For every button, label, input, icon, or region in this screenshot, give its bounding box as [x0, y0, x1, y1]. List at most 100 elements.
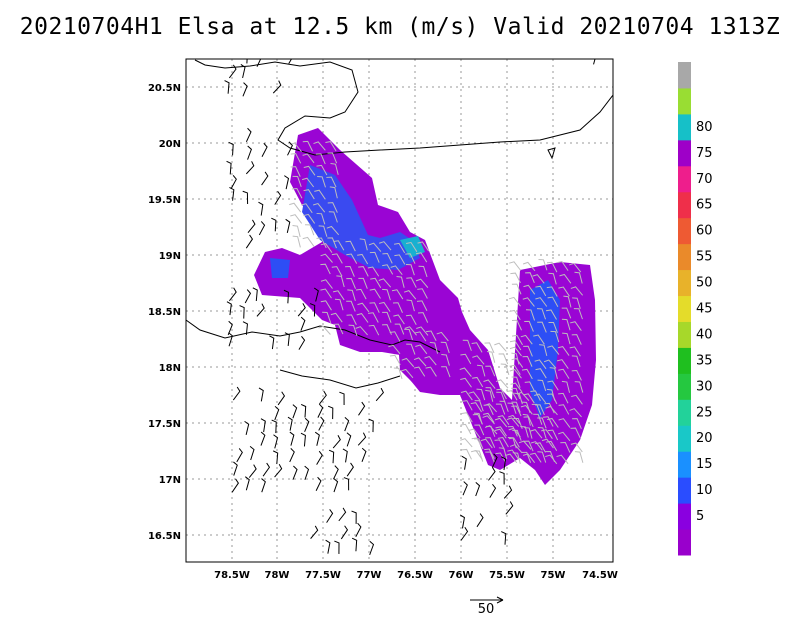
wind-barb [507, 402, 517, 414]
wind-barb [483, 404, 494, 416]
wind-barb [394, 254, 406, 265]
wind-barb [461, 448, 472, 460]
wind-barb [346, 314, 357, 325]
wind-barb [474, 424, 485, 436]
lon-tick-label: 76W [449, 570, 474, 581]
lat-tick-label: 19.5N [148, 195, 181, 206]
wind-barb [485, 387, 495, 399]
wind-barb [483, 412, 495, 423]
wind-barb [258, 387, 264, 402]
colorbar-swatch [678, 477, 691, 504]
wind-barb [283, 289, 289, 304]
wind-barb [569, 346, 581, 357]
colorbar: 5 10 15 20 25 30 35 40 45 50 55 60 65 70 75 80 [678, 62, 713, 556]
wind-barb [488, 467, 496, 481]
wind-barb [477, 364, 486, 377]
wind-barb [561, 380, 571, 393]
wind-barb [483, 379, 496, 389]
colorbar-swatch [678, 113, 691, 141]
wind-barb [346, 432, 352, 447]
lon-tick-label: 77W [357, 570, 382, 581]
colorbar-label: 70 [696, 172, 713, 187]
wind-barb [382, 324, 392, 335]
wind-barb [511, 401, 521, 413]
wind-barb [510, 272, 521, 284]
colorbar-swatch [678, 269, 691, 297]
wind-barb [547, 345, 560, 355]
wind-barb [401, 357, 415, 368]
wind-barb [460, 423, 472, 435]
wind-barb [497, 415, 510, 425]
reference-arrowhead [496, 596, 504, 604]
wind-barb [543, 416, 554, 427]
wind-barb [462, 481, 468, 496]
wind-barb [297, 303, 306, 317]
wind-barb [375, 387, 384, 402]
wind-barb [355, 326, 368, 336]
wind-barb [533, 413, 543, 425]
wind-barb [418, 312, 429, 323]
wind-barb [368, 418, 374, 433]
wind-barb [367, 266, 380, 277]
wind-barb [417, 241, 430, 252]
wind-barb [558, 431, 571, 442]
wind-barb [382, 288, 391, 301]
wind-barb [525, 272, 535, 284]
wind-barb [571, 394, 583, 405]
wind-barb [475, 482, 481, 497]
wind-barb [359, 238, 368, 251]
lon-tick-label: 78W [265, 570, 290, 581]
wind-barb [328, 211, 338, 223]
wind-barb [550, 330, 560, 343]
wind-barb [355, 522, 362, 537]
wind-barb [461, 455, 467, 470]
wind-barb [356, 313, 369, 323]
wind-barb [292, 235, 301, 248]
wind-barb [361, 447, 367, 462]
wind-barb [231, 478, 239, 493]
wind-barb [570, 286, 584, 296]
colorbar-swatch [678, 165, 691, 193]
wind-barb [485, 389, 494, 402]
wind-barb [358, 277, 368, 289]
wind-barb [509, 309, 521, 321]
wind-barb [316, 164, 328, 176]
wind-barb [400, 368, 414, 379]
wind-barb [313, 287, 319, 302]
wind-barb [318, 225, 328, 237]
wind-barb [272, 450, 279, 465]
wind-barb [316, 212, 326, 225]
wind-barb [348, 324, 358, 337]
wind-barb [440, 341, 450, 354]
wind-barb [441, 366, 451, 378]
wind-barb [570, 442, 583, 453]
wind-barb [532, 274, 545, 284]
wind-barb [304, 417, 310, 433]
wind-barb [315, 476, 322, 491]
wind-barb [358, 266, 369, 277]
wind-barb [347, 289, 356, 302]
wind-barb [537, 427, 547, 439]
wind-barb [537, 451, 547, 463]
colorbar-swatch [678, 139, 691, 167]
wind-barb [480, 438, 493, 449]
wind-barb [245, 161, 255, 175]
wind-barb [495, 403, 506, 415]
wind-barb [274, 191, 282, 205]
wind-barb [472, 376, 484, 388]
wind-barb [229, 186, 235, 201]
wind-barb [489, 483, 497, 498]
wind-barb [509, 346, 522, 357]
wind-barb [244, 289, 252, 304]
wind-barb [496, 391, 506, 403]
wind-barb [303, 189, 315, 200]
wind-barb [232, 386, 241, 401]
wind-barb [512, 452, 521, 465]
colorbar-label: 35 [696, 353, 713, 368]
wind-barb [541, 429, 553, 439]
wind-barb [274, 464, 283, 478]
wind-barb [414, 331, 427, 342]
wind-barb [498, 353, 509, 365]
wind-barb [404, 326, 417, 336]
wind-barb [345, 266, 355, 277]
